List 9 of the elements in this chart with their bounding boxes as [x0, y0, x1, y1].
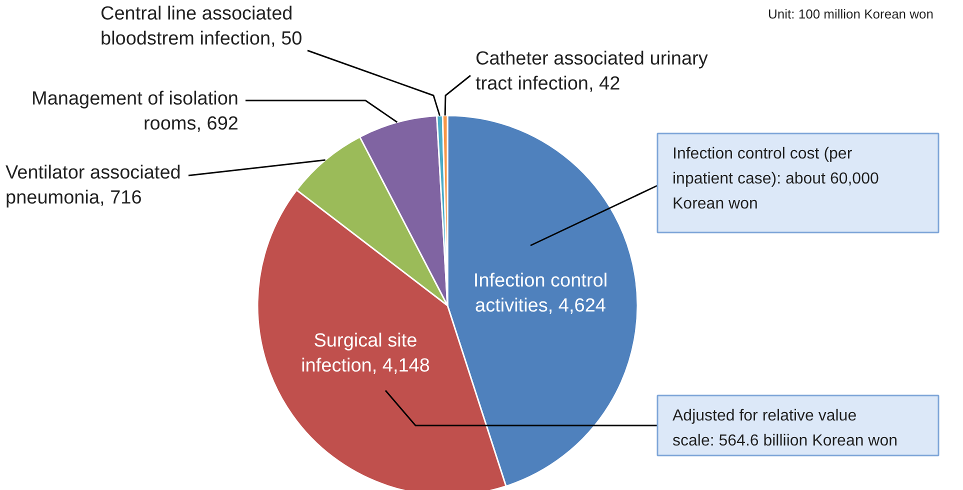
text: Infection control cost (per inpatient case): about 60,000 Korean won [672, 146, 879, 212]
text: Adjusted for relative value scale: 564.6 billiion Korean won [672, 408, 898, 450]
slice-label: Management of isolation rooms, 692 [31, 88, 238, 134]
slice-label: Infection control activities, 4,624 [473, 270, 608, 316]
slice-label: Catheter associated urinary tract infection, 42 [476, 48, 708, 94]
slice-label: Ventilator associated pneumonia, 716 [6, 162, 181, 208]
slice-label: Surgical site infection, 4,148 [301, 330, 430, 376]
text: Unit: 100 million Korean won [768, 6, 934, 22]
slice-label: Central line associated bloodstrem infection, 50 [100, 4, 302, 50]
